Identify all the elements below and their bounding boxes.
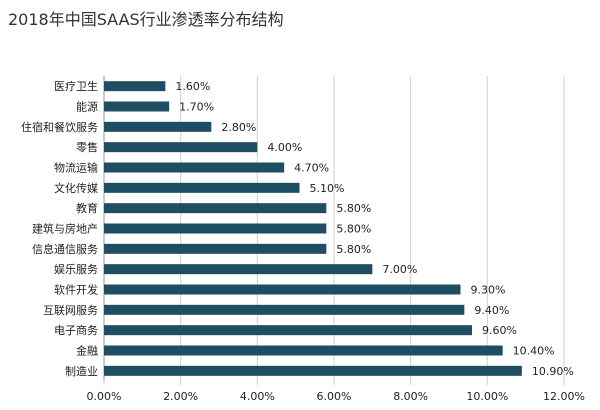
- bar-14: [104, 365, 522, 376]
- x-tick-label-5: 10.00%: [466, 390, 508, 403]
- value-label-1: 1.70%: [179, 101, 214, 114]
- category-label-10: 软件开发: [54, 283, 98, 297]
- chart-title: 2018年中国SAAS行业渗透率分布结构: [8, 10, 284, 29]
- category-label-14: 制造业: [65, 364, 98, 378]
- value-label-6: 5.80%: [336, 202, 371, 215]
- bar-12: [104, 325, 472, 336]
- category-label-9: 娱乐服务: [54, 262, 98, 276]
- value-label-11: 9.40%: [474, 304, 509, 317]
- value-label-14: 10.90%: [532, 365, 574, 378]
- category-label-11: 互联网服务: [43, 304, 98, 317]
- category-label-12: 电子商务: [54, 323, 98, 337]
- bar-11: [104, 304, 465, 315]
- category-label-8: 信息通信服务: [32, 242, 98, 256]
- bar-7: [104, 223, 327, 234]
- x-tick-label-2: 4.00%: [240, 390, 275, 403]
- x-tick-label-0: 0.00%: [87, 390, 122, 403]
- bar-10: [104, 284, 461, 295]
- category-label-3: 零售: [76, 140, 98, 154]
- category-label-6: 教育: [76, 201, 98, 215]
- bar-13: [104, 345, 503, 356]
- value-label-13: 10.40%: [513, 345, 555, 358]
- value-label-7: 5.80%: [336, 223, 371, 236]
- bar-5: [104, 182, 300, 193]
- x-tick-label-1: 2.00%: [163, 390, 198, 403]
- x-tick-label-4: 8.00%: [393, 390, 428, 403]
- category-label-5: 文化传媒: [54, 181, 98, 195]
- value-label-8: 5.80%: [336, 243, 371, 256]
- bar-8: [104, 243, 327, 254]
- x-tick-label-6: 12.00%: [543, 390, 585, 403]
- category-label-0: 医疗卫生: [54, 79, 98, 93]
- bar-2: [104, 121, 212, 132]
- value-label-0: 1.60%: [175, 80, 210, 93]
- bar-1: [104, 101, 170, 112]
- bar-9: [104, 264, 373, 275]
- x-tick-label-3: 6.00%: [317, 390, 352, 403]
- category-label-13: 金融: [76, 344, 98, 358]
- bar-6: [104, 203, 327, 214]
- category-label-2: 住宿和餐饮服务: [21, 120, 98, 134]
- bar-0: [104, 81, 166, 92]
- value-label-3: 4.00%: [267, 141, 302, 154]
- category-label-4: 物流运输: [54, 161, 98, 175]
- value-label-4: 4.70%: [294, 162, 329, 175]
- value-label-12: 9.60%: [482, 324, 517, 337]
- value-label-9: 7.00%: [382, 263, 417, 276]
- value-label-2: 2.80%: [221, 121, 256, 134]
- bar-4: [104, 162, 285, 173]
- value-label-10: 9.30%: [471, 284, 506, 297]
- category-label-1: 能源: [76, 100, 98, 114]
- bar-3: [104, 142, 258, 153]
- category-label-7: 建筑与房地产: [32, 222, 98, 236]
- value-label-5: 5.10%: [310, 182, 345, 195]
